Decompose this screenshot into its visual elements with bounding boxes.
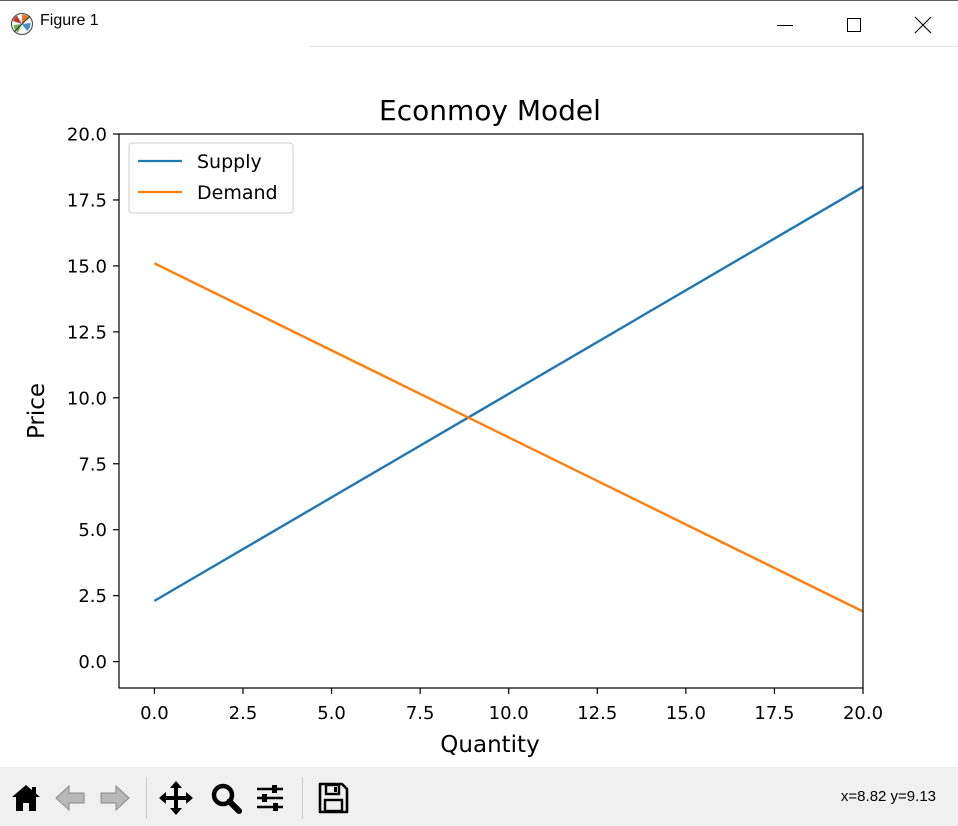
toolbar-separator: [302, 777, 303, 819]
title-bar[interactable]: Figure 1: [0, 0, 958, 47]
minimize-button[interactable]: [750, 2, 820, 47]
legend-label-supply: Supply: [197, 151, 262, 173]
legend-label-demand: Demand: [197, 182, 278, 204]
figure-canvas[interactable]: 0.0 2.5 5.0 7.5 10.0 12.5 15.0 17.5 20.0 0.0 2.5 5…: [0, 47, 958, 767]
back-button[interactable]: [50, 778, 90, 818]
close-button[interactable]: [888, 2, 958, 47]
zoom-button[interactable]: [206, 778, 246, 818]
title-bar-divider: [310, 46, 958, 47]
x-tick-label: 15.0: [666, 703, 706, 724]
cursor-coordinates: x=8.82 y=9.13: [840, 788, 936, 805]
y-tick-label: 20.0: [67, 125, 107, 146]
y-tick-label: 7.5: [78, 454, 107, 475]
chart[interactable]: 0.0 2.5 5.0 7.5 10.0 12.5 15.0 17.5 20.0 0.0 2.5 5…: [0, 47, 958, 767]
y-tick-label: 2.5: [78, 586, 107, 607]
series-line-supply: [153, 185, 864, 602]
maximize-button[interactable]: [819, 2, 889, 47]
x-tick-label: 12.5: [577, 703, 617, 724]
forward-button[interactable]: [95, 778, 135, 818]
home-button[interactable]: [6, 778, 46, 818]
pan-button[interactable]: [156, 778, 196, 818]
maximize-icon: [847, 17, 861, 32]
save-icon: [318, 782, 349, 814]
x-tick-label: 2.5: [229, 703, 258, 724]
pan-icon: [159, 781, 193, 815]
save-button[interactable]: [313, 778, 353, 818]
x-tick-label: 5.0: [317, 703, 346, 724]
x-tick-label: 20.0: [843, 703, 883, 724]
minimize-icon: [777, 24, 793, 26]
x-tick-label: 0.0: [140, 703, 169, 724]
legend: Supply Demand: [128, 142, 294, 214]
y-tick-label: 12.5: [67, 322, 107, 343]
subplots-button[interactable]: [250, 778, 290, 818]
zoom-icon: [211, 783, 242, 814]
x-axis-label: Quantity: [440, 732, 539, 758]
series-line-demand: [153, 262, 864, 613]
subplots-icon: [257, 785, 283, 811]
y-tick-label: 17.5: [67, 190, 107, 211]
navigation-toolbar: x=8.82 y=9.13: [0, 767, 958, 826]
y-tick-label: 0.0: [78, 652, 107, 673]
y-tick-label: 5.0: [78, 520, 107, 541]
axes-frame: [118, 133, 864, 689]
chart-title: Econmoy Model: [379, 94, 601, 127]
y-tick-label: 10.0: [67, 388, 107, 409]
home-icon: [12, 785, 40, 811]
back-arrow-icon: [55, 784, 85, 812]
matplotlib-logo-icon: [10, 12, 34, 36]
forward-arrow-icon: [100, 784, 130, 812]
y-tick-label: 15.0: [67, 256, 107, 277]
toolbar-separator: [146, 777, 147, 819]
close-icon: [914, 16, 932, 33]
window-title: Figure 1: [40, 12, 99, 29]
x-tick-label: 10.0: [489, 703, 529, 724]
x-tick-label: 17.5: [754, 703, 794, 724]
y-axis-label: Price: [24, 383, 50, 439]
x-tick-label: 7.5: [406, 703, 435, 724]
